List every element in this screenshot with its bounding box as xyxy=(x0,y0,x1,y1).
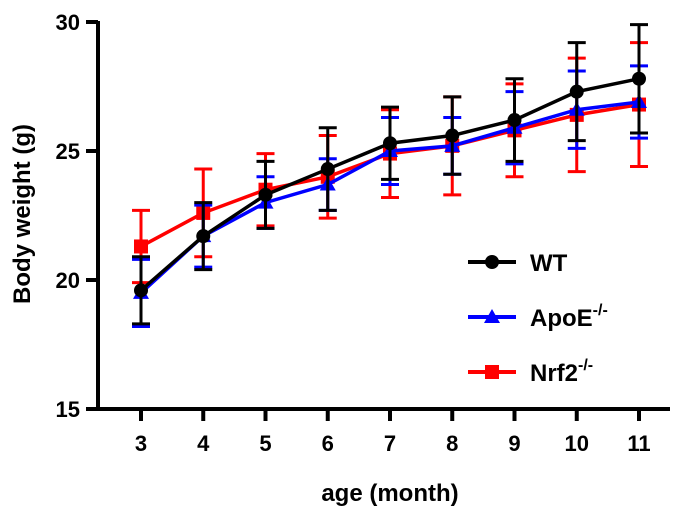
y-tick-label: 15 xyxy=(56,397,80,422)
y-tick-label: 30 xyxy=(56,10,80,35)
legend-label: Nrf2-/- xyxy=(530,357,593,387)
x-tick-label: 11 xyxy=(627,431,650,456)
x-tick-label: 5 xyxy=(259,431,271,456)
x-tick-label: 6 xyxy=(322,431,334,456)
data-point xyxy=(445,128,460,143)
data-point xyxy=(320,162,335,177)
series-wt xyxy=(132,23,648,326)
data-point xyxy=(134,239,148,254)
legend-marker xyxy=(485,365,499,379)
x-tick-label: 3 xyxy=(135,431,147,456)
y-axis-title: Body weight (g) xyxy=(9,124,36,304)
x-axis-title: age (month) xyxy=(321,480,458,506)
legend-label: WT xyxy=(530,250,568,277)
legend-item-nrf2: Nrf2-/- xyxy=(468,357,593,387)
legend-item-apoe: ApoE-/- xyxy=(468,302,608,332)
x-tick-label: 7 xyxy=(384,431,396,456)
x-tick-label: 10 xyxy=(565,431,589,456)
legend-label: ApoE-/- xyxy=(530,302,608,332)
y-tick-label: 25 xyxy=(56,139,80,164)
data-point xyxy=(383,136,397,151)
legend-marker xyxy=(485,255,499,269)
data-point xyxy=(569,84,584,99)
x-tick-label: 4 xyxy=(197,431,210,456)
data-point xyxy=(258,187,273,202)
data-point xyxy=(632,71,646,86)
data-point xyxy=(196,229,211,244)
legend-item-wt: WT xyxy=(468,250,568,277)
y-tick-label: 20 xyxy=(56,268,80,293)
x-tick-label: 9 xyxy=(508,431,520,456)
x-tick-label: 8 xyxy=(446,431,458,456)
data-point xyxy=(507,113,522,128)
data-point xyxy=(134,283,148,298)
legend-marker xyxy=(484,309,500,323)
